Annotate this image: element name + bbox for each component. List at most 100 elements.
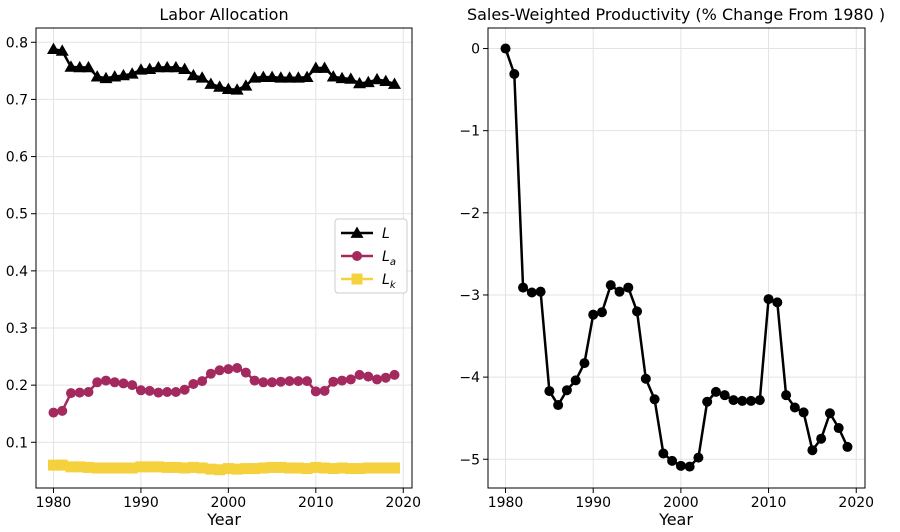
data-point-3 — [257, 462, 269, 474]
data-point-1 — [178, 62, 192, 75]
series-group — [46, 42, 402, 476]
data-point-1 — [781, 390, 792, 401]
y-tick-label: −2 — [459, 206, 480, 222]
data-point-1 — [213, 80, 227, 92]
x-tick-label: 1990 — [123, 495, 159, 511]
data-point-1 — [807, 445, 818, 456]
data-point-2 — [65, 388, 76, 399]
x-tick-label: 2020 — [385, 495, 421, 511]
data-point-3 — [310, 461, 322, 473]
x-tick-label: 2010 — [751, 495, 787, 511]
data-point-2 — [170, 387, 181, 397]
data-point-3 — [284, 462, 296, 474]
data-point-3 — [117, 462, 129, 474]
data-point-3 — [371, 462, 383, 474]
data-point-1 — [561, 385, 572, 396]
data-point-1 — [737, 395, 748, 406]
data-point-2 — [328, 376, 339, 387]
data-point-1 — [684, 461, 695, 472]
data-point-1 — [833, 423, 844, 434]
legend-marker — [352, 251, 362, 261]
data-point-1 — [344, 72, 358, 84]
data-point-1 — [816, 433, 827, 444]
y-tick-label: 0.3 — [6, 321, 28, 337]
data-point-1 — [702, 396, 713, 407]
data-point-3 — [301, 463, 313, 475]
data-point-3 — [380, 462, 392, 474]
data-point-2 — [249, 375, 260, 386]
data-point-1 — [274, 71, 288, 83]
data-point-1 — [160, 60, 174, 73]
data-point-1 — [509, 69, 520, 79]
data-point-1 — [256, 70, 270, 83]
data-point-3 — [319, 462, 331, 474]
data-point-2 — [302, 376, 313, 387]
data-point-1 — [46, 42, 60, 55]
data-point-3 — [91, 462, 103, 474]
data-point-3 — [187, 461, 199, 473]
data-point-1 — [710, 386, 721, 397]
data-point-2 — [354, 369, 365, 380]
data-point-1 — [632, 306, 643, 317]
data-point-1 — [763, 294, 774, 305]
data-point-2 — [214, 365, 225, 376]
data-point-3 — [345, 463, 357, 475]
data-point-1 — [535, 286, 546, 297]
data-point-3 — [47, 459, 59, 471]
data-point-1 — [309, 61, 323, 73]
data-point-2 — [293, 376, 304, 387]
x-tick-label: 2000 — [211, 495, 247, 511]
data-point-1 — [195, 71, 209, 83]
plot-frame — [35, 27, 413, 489]
data-point-2 — [337, 375, 348, 386]
data-point-1 — [579, 358, 590, 369]
data-point-2 — [109, 377, 120, 388]
data-point-3 — [389, 462, 401, 474]
x-tick-label: 1990 — [575, 495, 611, 511]
data-point-1 — [518, 282, 529, 293]
y-tick-label: 0.6 — [6, 150, 28, 166]
data-point-1 — [134, 63, 148, 75]
data-point-3 — [179, 462, 191, 474]
y-tick-label: −1 — [459, 124, 480, 140]
data-point-1 — [658, 448, 669, 459]
data-point-2 — [118, 378, 129, 389]
data-point-1 — [526, 287, 537, 298]
y-tick-label: 0.7 — [6, 92, 28, 108]
data-point-1 — [73, 60, 87, 73]
data-point-1 — [754, 395, 765, 406]
data-point-1 — [300, 70, 314, 83]
chart-sales-weighted-productivity: Sales-Weighted Productivity (% Change Fr… — [459, 5, 885, 529]
data-point-2 — [363, 371, 374, 382]
data-point-1 — [746, 395, 757, 406]
data-point-1 — [596, 307, 607, 318]
y-tick-label: 0.5 — [6, 207, 28, 223]
data-point-3 — [126, 462, 138, 474]
data-point-1 — [64, 60, 78, 72]
data-point-1 — [824, 408, 835, 419]
y-tick-label: −5 — [459, 452, 480, 468]
x-tick-label: 1980 — [488, 495, 524, 511]
data-point-2 — [275, 376, 286, 387]
data-point-2 — [223, 364, 234, 375]
data-point-3 — [196, 462, 208, 474]
data-point-1 — [90, 70, 104, 82]
data-point-1 — [772, 297, 783, 308]
chart-title: Labor Allocation — [159, 5, 288, 24]
data-point-1 — [283, 71, 297, 83]
data-point-2 — [345, 374, 356, 385]
data-point-3 — [74, 461, 86, 473]
x-axis-label: Year — [206, 510, 241, 529]
data-point-1 — [500, 43, 511, 54]
data-point-1 — [326, 70, 340, 82]
data-point-3 — [354, 463, 366, 475]
data-point-3 — [275, 461, 287, 473]
data-point-1 — [719, 390, 730, 401]
data-point-1 — [667, 455, 678, 466]
data-point-1 — [544, 386, 555, 397]
data-point-3 — [240, 463, 252, 475]
data-point-1 — [728, 395, 739, 406]
data-point-2 — [380, 372, 391, 383]
data-point-3 — [152, 461, 164, 473]
y-tick-label: 0.1 — [6, 435, 28, 451]
